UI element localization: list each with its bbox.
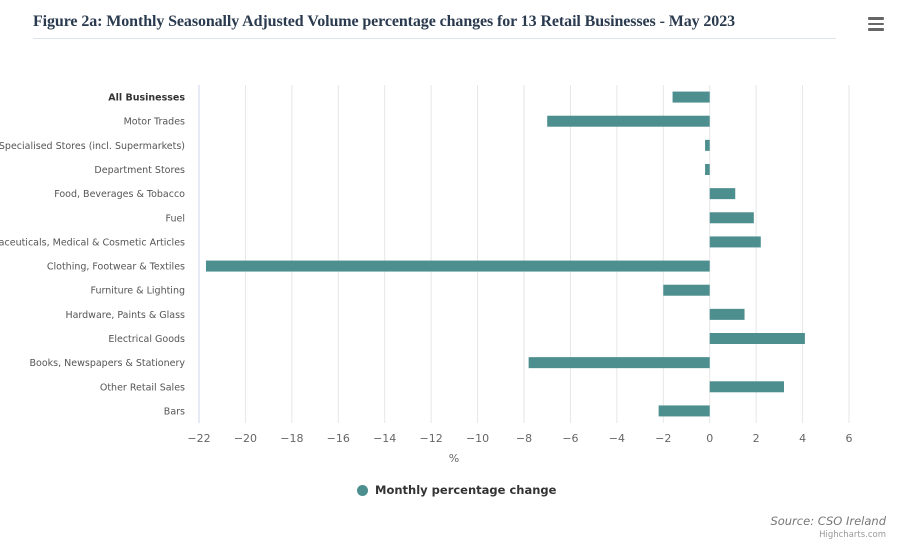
x-tick-label: −14: [373, 432, 396, 445]
bar[interactable]: [709, 212, 754, 224]
x-tick-label: −22: [187, 432, 210, 445]
x-tick-label: −2: [655, 432, 671, 445]
category-label: Department Stores: [94, 165, 185, 176]
category-label: Clothing, Footwear & Textiles: [47, 262, 185, 273]
category-label: Other Retail Sales: [100, 382, 185, 393]
bar[interactable]: [528, 357, 710, 369]
x-tick-label: −20: [234, 432, 257, 445]
bar[interactable]: [547, 115, 710, 127]
category-label: Fuel: [166, 213, 185, 224]
category-label: Bars: [164, 406, 185, 417]
bar[interactable]: [672, 91, 710, 103]
bar[interactable]: [709, 308, 745, 320]
x-tick-label: 2: [753, 432, 760, 445]
x-tick-label: −16: [327, 432, 350, 445]
category-label: Food, Beverages & Tobacco: [54, 189, 185, 200]
category-label: Electrical Goods: [108, 334, 185, 345]
bar[interactable]: [205, 260, 710, 272]
x-tick-label: −4: [609, 432, 625, 445]
category-label: Non-Specialised Stores (incl. Supermarke…: [0, 141, 185, 152]
title-divider: [33, 38, 836, 39]
category-label: All Businesses: [108, 93, 185, 104]
category-label: Books, Newspapers & Stationery: [30, 358, 186, 369]
bar[interactable]: [705, 164, 710, 175]
x-tick-label: −6: [562, 432, 578, 445]
x-tick-label: −10: [466, 432, 489, 445]
legend-label: Monthly percentage change: [375, 483, 557, 497]
hamburger-menu-icon[interactable]: [868, 17, 884, 31]
bar[interactable]: [709, 188, 736, 200]
bar[interactable]: [709, 381, 784, 393]
bar[interactable]: [709, 333, 805, 344]
bar[interactable]: [705, 139, 710, 151]
x-tick-label: −18: [280, 432, 303, 445]
x-axis-title: %: [449, 452, 459, 465]
legend-item[interactable]: Monthly percentage change: [357, 483, 556, 497]
source-note: Source: CSO Ireland: [770, 514, 886, 528]
category-label: Pharmaceuticals, Medical & Cosmetic Arti…: [0, 237, 185, 248]
x-tick-label: 4: [799, 432, 806, 445]
x-tick-label: −12: [420, 432, 443, 445]
bar[interactable]: [658, 405, 710, 417]
credits-link[interactable]: Highcharts.com: [819, 530, 886, 540]
x-tick-label: 6: [846, 432, 853, 445]
bar[interactable]: [663, 284, 710, 296]
chart-title: Figure 2a: Monthly Seasonally Adjusted V…: [33, 13, 736, 30]
x-tick-label: 0: [706, 432, 713, 445]
legend-marker-icon: [357, 484, 368, 496]
category-label: Hardware, Paints & Glass: [65, 310, 185, 321]
x-tick-label: −8: [516, 432, 532, 445]
category-label: Furniture & Lighting: [91, 286, 186, 297]
bar[interactable]: [709, 236, 761, 248]
category-label: Motor Trades: [124, 117, 185, 128]
